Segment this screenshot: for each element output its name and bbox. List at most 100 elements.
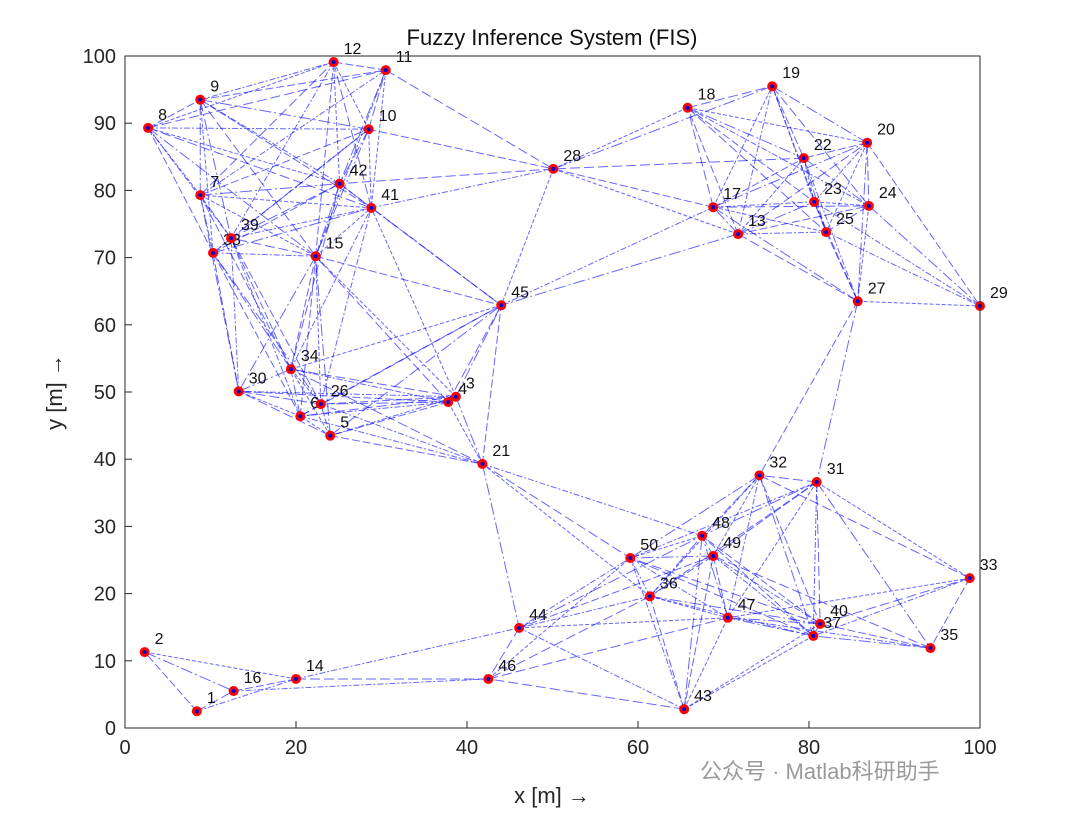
edge-17-23 — [713, 201, 815, 208]
edge-2-16 — [144, 651, 234, 692]
node-center-16 — [231, 689, 236, 694]
y-tick-label: 100 — [83, 46, 116, 68]
node-center-27 — [855, 299, 860, 304]
edge-24-27 — [857, 205, 870, 302]
node-label-35: 35 — [940, 627, 958, 644]
node-center-32 — [757, 473, 762, 478]
edge-9-38 — [199, 99, 214, 253]
edge-8-12 — [147, 61, 334, 129]
edge-26-39 — [230, 237, 322, 405]
edge-13-27 — [737, 233, 858, 302]
node-center-3 — [453, 394, 458, 399]
edge-37-50 — [630, 557, 814, 637]
edge-33-35 — [929, 577, 971, 649]
y-axis-label: y [m] → — [42, 354, 67, 430]
node-center-22 — [801, 156, 806, 161]
edge-12-41 — [333, 61, 372, 208]
edge-32-49 — [712, 475, 760, 557]
edge-47-50 — [630, 557, 729, 619]
edge-7-12 — [199, 61, 334, 196]
edge-26-38 — [212, 252, 322, 405]
edge-11-12 — [333, 61, 386, 71]
edge-42-45 — [339, 183, 502, 306]
edge-4-45 — [447, 305, 502, 403]
y-tick-label: 80 — [94, 180, 116, 202]
edge-9-39 — [199, 99, 232, 239]
node-center-6 — [298, 414, 303, 419]
edge-8-11 — [147, 69, 386, 129]
node-center-5 — [328, 433, 333, 438]
edge-13-25 — [738, 231, 827, 235]
node-label-16: 16 — [244, 670, 262, 687]
edge-10-39 — [230, 128, 369, 239]
node-center-8 — [146, 125, 151, 130]
node-center-12 — [331, 60, 336, 65]
edge-8-39 — [147, 127, 232, 239]
edge-37-47 — [727, 617, 814, 637]
edge-48-50 — [630, 535, 703, 559]
edge-9-12 — [200, 61, 334, 101]
ticks-layer: 0 20 40 60 80 100 0 10 20 30 40 50 60 70 80 90 100 — [83, 46, 997, 759]
edge-8-15 — [147, 127, 316, 257]
edge-15-26 — [315, 256, 322, 405]
edge-14-44 — [295, 627, 520, 680]
node-label-46: 46 — [498, 658, 516, 675]
edge-35-47 — [727, 617, 931, 649]
edge-20-27 — [857, 142, 868, 302]
edge-28-45 — [500, 168, 554, 306]
edge-18-28 — [553, 107, 688, 170]
edge-33-47 — [727, 577, 970, 619]
edge-15-38 — [213, 252, 316, 257]
node-label-12: 12 — [344, 41, 362, 58]
node-center-35 — [928, 646, 933, 651]
edge-20-25 — [825, 142, 868, 233]
edge-10-12 — [333, 61, 370, 130]
node-label-45: 45 — [511, 284, 529, 301]
edge-22-24 — [803, 157, 870, 207]
edge-4-34 — [290, 368, 449, 403]
node-label-29: 29 — [990, 285, 1008, 302]
node-center-31 — [814, 480, 819, 485]
edge-23-24 — [814, 201, 869, 207]
edge-17-25 — [713, 206, 827, 233]
edge-28-41 — [371, 168, 554, 209]
x-axis-label: x [m] → — [514, 783, 590, 808]
x-tick-label: 60 — [627, 737, 649, 759]
edge-36-48 — [649, 535, 703, 597]
node-center-37 — [811, 633, 816, 638]
node-label-3: 3 — [466, 376, 475, 393]
node-label-27: 27 — [868, 280, 886, 297]
node-label-49: 49 — [723, 535, 741, 552]
node-label-18: 18 — [698, 87, 716, 104]
edge-46-47 — [488, 617, 728, 680]
edge-7-10 — [200, 128, 369, 196]
edge-33-40 — [819, 577, 970, 625]
node-label-13: 13 — [748, 213, 766, 230]
edge-31-50 — [630, 481, 817, 559]
node-center-33 — [967, 576, 972, 581]
edge-7-8 — [147, 127, 201, 196]
edge-25-27 — [825, 231, 859, 302]
edge-39-42 — [230, 183, 340, 239]
edge-26-34 — [290, 368, 322, 405]
node-center-30 — [236, 389, 241, 394]
node-center-48 — [700, 533, 705, 538]
node-center-28 — [551, 166, 556, 171]
y-tick-label: 40 — [94, 449, 116, 471]
node-center-10 — [366, 127, 371, 132]
node-label-39: 39 — [241, 217, 259, 234]
edge-46-50 — [488, 557, 631, 680]
edge-40-50 — [630, 557, 821, 625]
edge-11-28 — [385, 69, 554, 170]
node-center-44 — [517, 625, 522, 630]
node-center-13 — [736, 232, 741, 237]
edge-6-30 — [238, 390, 301, 417]
edge-49-50 — [630, 555, 714, 559]
node-label-10: 10 — [379, 108, 397, 125]
y-tick-label: 20 — [94, 584, 116, 606]
edge-13-17 — [712, 206, 739, 235]
edge-1-14 — [196, 678, 297, 712]
edge-30-38 — [212, 252, 240, 392]
edge-34-42 — [290, 183, 341, 370]
node-label-11: 11 — [396, 49, 413, 66]
